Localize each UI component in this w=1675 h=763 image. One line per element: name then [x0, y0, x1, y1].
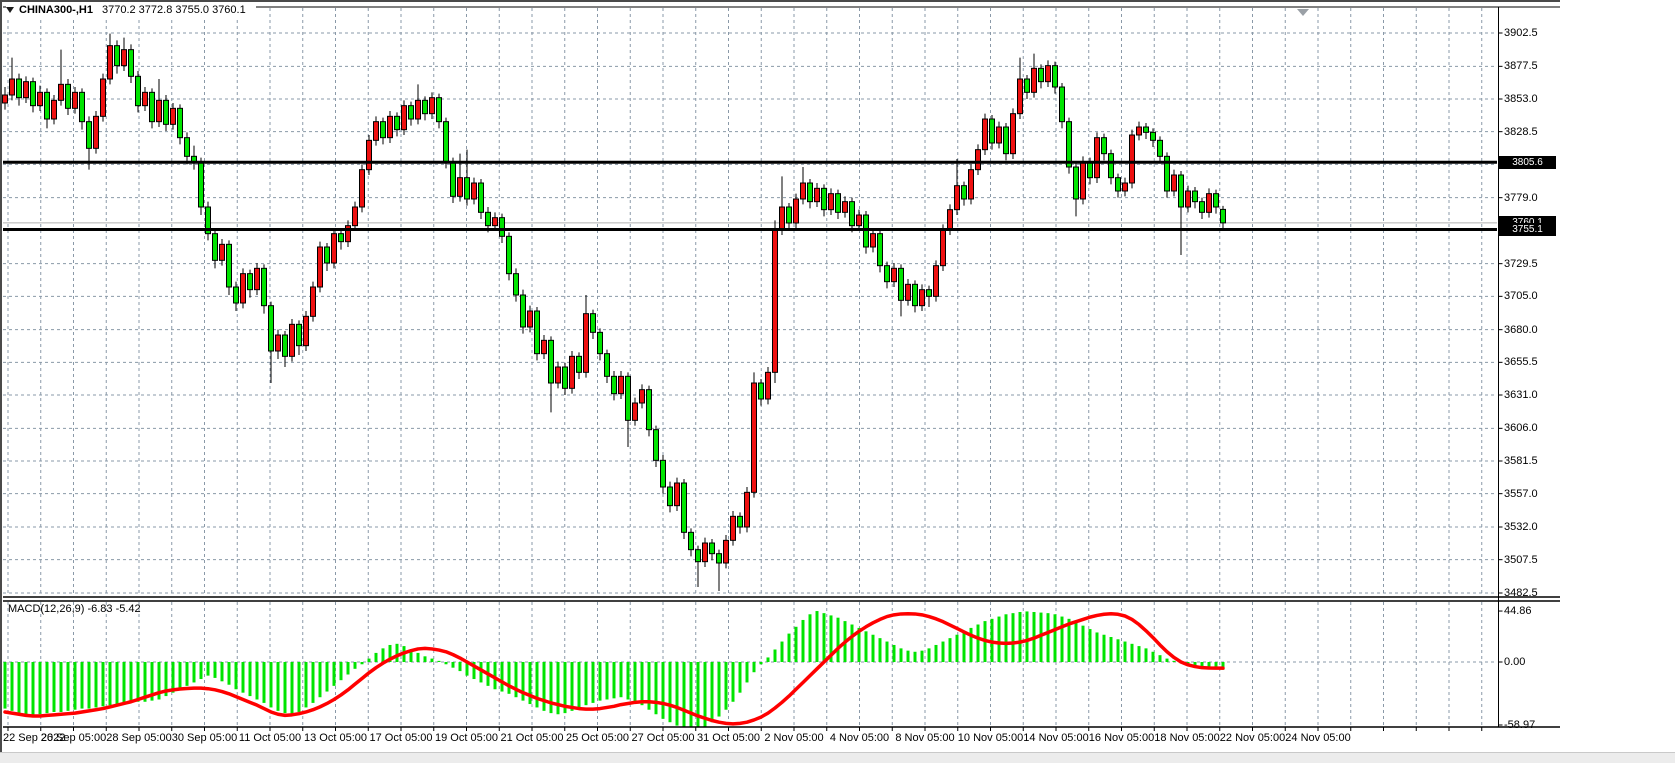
date-axis-label: 18 Nov 05:00	[1154, 732, 1220, 744]
date-axis-label: 13 Oct 05:00	[304, 732, 367, 744]
date-axis-label: 16 Nov 05:00	[1088, 732, 1155, 744]
symbol-dropdown-icon[interactable]	[6, 7, 14, 13]
date-axis-label: 31 Oct 05:00	[697, 732, 760, 744]
price-axis-label: 3606.0	[1504, 422, 1538, 435]
price-axis-label: 3902.5	[1504, 27, 1538, 39]
date-axis-label: 22 Nov 05:00	[1219, 732, 1286, 744]
date-axis-label: 10 Nov 05:00	[957, 732, 1024, 744]
axis-ticks	[7, 32, 1503, 731]
macd-axis-label: -58.97	[1504, 719, 1536, 731]
macd-axis-label: 0.00	[1504, 656, 1526, 668]
date-axis-label: 28 Sep 05:00	[106, 732, 172, 744]
window-left-border	[0, 0, 2, 752]
date-axis-label: 24 Nov 05:00	[1285, 732, 1351, 744]
price-axis-label: 3532.0	[1504, 521, 1538, 533]
date-axis-label: 17 Oct 05:00	[369, 732, 433, 744]
macd-signal-line	[3, 611, 1225, 726]
panel-borders	[3, 6, 1560, 728]
date-axis-label: 21 Oct 05:00	[500, 732, 564, 744]
hline-price-tag: 3755.1	[1499, 223, 1556, 237]
date-axis-label: 22 Sep 2022	[3, 732, 66, 744]
window-top-border	[0, 0, 1560, 2]
price-axis-label: 3853.0	[1504, 93, 1538, 105]
price-axis-label: 3877.5	[1504, 60, 1538, 73]
grid-lines	[3, 8, 1497, 726]
price-axis-label: 3779.0	[1504, 191, 1538, 204]
date-axis-label: 27 Oct 05:00	[631, 732, 695, 744]
price-axis-label: 3705.0	[1504, 290, 1538, 303]
price-axis-label: 3507.5	[1504, 553, 1538, 566]
date-axis-label: 4 Nov 05:00	[829, 732, 890, 744]
candlesticks	[2, 33, 1226, 591]
date-axis-label: 30 Sep 05:00	[171, 732, 238, 744]
date-axis-label: 14 Nov 05:00	[1023, 732, 1089, 744]
date-axis-label: 11 Oct 05:00	[238, 732, 302, 744]
date-axis-label: 2 Nov 05:00	[764, 732, 824, 744]
price-axis-label: 3631.0	[1504, 389, 1538, 401]
price-axis-label: 3557.0	[1504, 487, 1538, 500]
date-axis-label: 26 Sep 05:00	[40, 732, 107, 744]
macd-indicator-label: MACD(12,26,9) -6.83 -5.42	[8, 603, 141, 615]
date-axis-label: 8 Nov 05:00	[895, 732, 955, 744]
macd-histogram	[3, 611, 1225, 727]
chart-title: CHINA300-,H1 3770.2 3772.8 3755.0 3760.1	[6, 3, 256, 17]
window-bottom-strip	[0, 752, 1675, 763]
price-axis-label: 3729.5	[1504, 257, 1538, 270]
price-axis-label: 3482.5	[1504, 587, 1538, 599]
price-axis-label: 3655.5	[1504, 356, 1538, 369]
ohlc-values-label: 3770.2 3772.8 3755.0 3760.1	[101, 4, 246, 16]
price-axis-label: 3581.5	[1504, 455, 1538, 467]
symbol-period-label: CHINA300-,H1	[19, 4, 93, 16]
price-axis-label: 3680.0	[1504, 323, 1538, 336]
macd-axis-label: 44.86	[1504, 605, 1532, 618]
chart-shift-marker-icon	[1297, 9, 1309, 16]
hline-price-tag: 3805.6	[1499, 155, 1556, 169]
price-axis-label: 3828.5	[1504, 125, 1538, 138]
date-axis-label: 19 Oct 05:00	[435, 732, 498, 744]
date-axis-label: 25 Oct 05:00	[566, 732, 629, 744]
